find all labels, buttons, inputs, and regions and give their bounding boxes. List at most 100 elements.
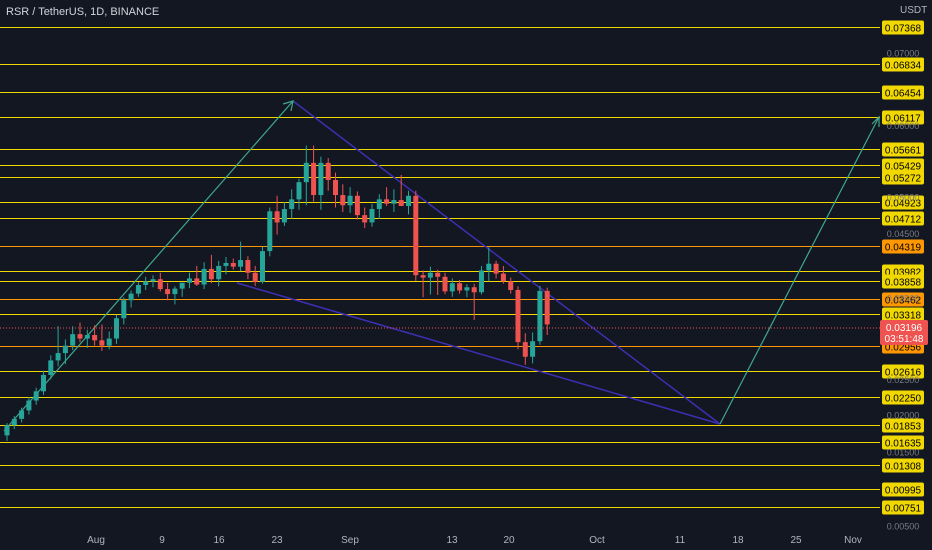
candle-body [362,215,368,223]
y-tick-label: 0.02500 [887,375,920,385]
level-label: 0.05272 [885,174,922,185]
level-label-box [882,85,924,100]
candle-body [391,200,397,204]
candle-body [479,270,484,293]
wedge-upper-line [292,100,721,425]
level-label: 0.03858 [885,278,922,289]
candle-body [106,338,112,346]
candle-body [157,279,163,290]
candle-body [121,300,127,319]
level-label: 0.04712 [885,215,922,226]
candle-body [340,195,346,206]
candle-body [238,260,244,267]
candle-body [135,285,141,294]
candle-body [179,282,185,289]
candle-body [11,418,17,426]
candle-body [537,290,543,342]
level-label-box [882,195,924,210]
candle-body [376,199,382,210]
wedge-drawing [3,100,880,432]
level-label-box [882,142,924,157]
level-label: 0.01853 [885,422,922,433]
y-tick-label: 0.05000 [887,192,920,202]
level-label-box [882,211,924,226]
candle-body [77,334,83,339]
level-label-box [882,482,924,497]
level-label: 0.01308 [885,462,922,473]
candle-body [354,195,360,216]
candle-body [114,318,119,339]
candle-body [55,353,61,361]
candle-body [260,251,265,282]
candle-body [252,272,258,282]
y-tick-label: 0.03500 [887,293,920,303]
x-tick-label: 18 [732,535,744,546]
current-price-value: 0.03196 [886,323,923,334]
candle-body [245,260,251,273]
candle-body [420,275,426,278]
candle-body [500,273,506,282]
level-label-box [882,292,924,307]
level-label: 0.04923 [885,199,922,210]
candle-body [522,342,528,357]
level-label: 0.06454 [885,89,922,100]
y-tick-label: 0.01500 [887,447,920,457]
level-label-box [882,418,924,433]
level-label: 0.03982 [885,268,922,279]
candle-body [92,335,98,341]
candle-body [84,335,90,339]
level-label: 0.00751 [885,504,922,515]
level-label: 0.03462 [885,296,922,307]
y-tick-label: 0.04500 [887,229,920,239]
level-label: 0.02250 [885,394,922,405]
candle-body [333,180,338,196]
candle-body [187,278,192,283]
x-tick-label: Sep [341,535,359,546]
candle-body [165,289,171,295]
candle-body [230,262,236,267]
x-tick-label: 11 [675,535,686,546]
x-tick-label: Nov [844,535,862,546]
x-tick-label: Aug [87,535,105,546]
x-tick-label: 20 [503,535,515,546]
level-label-box [882,500,924,515]
projection-arrow-head [871,115,880,127]
y-tick-label: 0.00500 [887,521,920,531]
level-label-box [882,364,924,379]
level-label: 0.06117 [885,114,921,125]
candle-body [33,391,39,401]
level-label-box [882,57,924,72]
candle-body [427,272,433,278]
candle-body [369,209,375,223]
candle-body [150,279,156,282]
candle-body [493,263,499,274]
candle-body [296,182,302,200]
symbol-title: RSR / TetherUS, 1D, BINANCE [6,6,160,18]
candle-body [48,360,54,375]
level-label-box [882,158,924,173]
y-tick-label: 0.02000 [887,411,920,421]
current-price-label: 0.03196 03:51:48 [880,320,928,345]
x-tick-label: 16 [213,535,225,546]
candle-body [398,200,404,207]
y-tick-label: 0.06000 [887,121,920,131]
time-axis: Aug 9 16 23 Sep 13 20 Oct 11 18 25 Nov [87,535,862,546]
candle-body [4,425,10,436]
candle-body [347,195,353,206]
candle-body [274,211,280,223]
candle-body [457,283,463,291]
candle-body [26,400,32,411]
projection-arrow-line [719,116,880,425]
prior-trend-arrow-line [3,100,294,432]
candle-body [406,195,411,207]
candle-body [325,162,331,181]
level-label-box [882,435,924,450]
candle-body [267,211,273,252]
level-label-box [882,239,924,254]
current-price-countdown: 03:51:48 [885,334,924,345]
candle-body [201,268,207,285]
candle-body [303,162,309,183]
candle-body [515,290,521,343]
candle-body [208,268,214,280]
